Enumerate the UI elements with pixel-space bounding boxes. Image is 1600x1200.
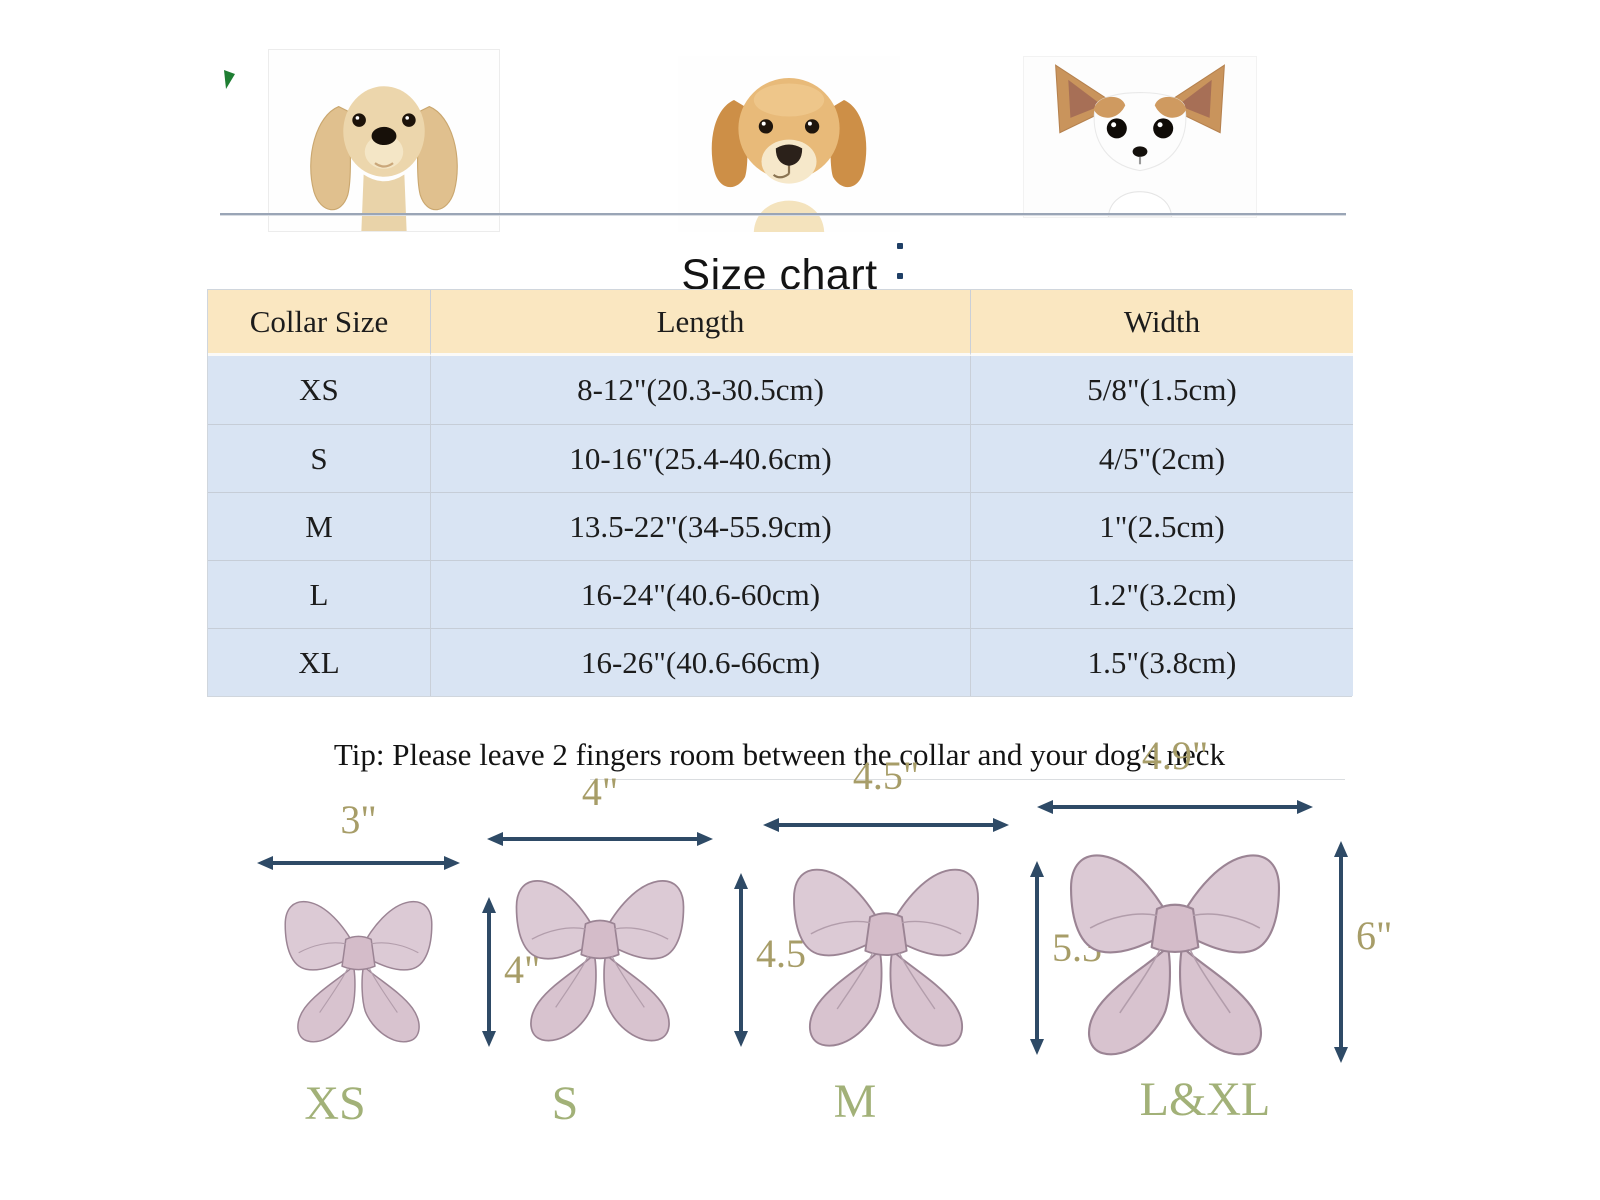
table-cell: 1"(2.5cm) xyxy=(971,492,1353,560)
faint-divider xyxy=(590,779,1345,780)
table-cell: 10-16"(25.4-40.6cm) xyxy=(431,424,971,492)
bow-size-label: M xyxy=(833,1075,877,1128)
chihuahua-icon xyxy=(1055,64,1225,217)
bow-width-label: 4" xyxy=(581,769,619,814)
tip-text: Tip: Please leave 2 fingers room between… xyxy=(333,737,1226,772)
bow-width-label: 3" xyxy=(340,797,377,842)
cell-error-marker-icon xyxy=(224,70,235,89)
bow-illustration xyxy=(1069,854,1281,1056)
table-cell: 1.5"(3.8cm) xyxy=(971,628,1353,696)
bow-figure-lxl: 4.9" 6" xyxy=(1036,736,1456,1086)
bow-illustration xyxy=(515,880,685,1042)
height-dimension-arrow xyxy=(1334,841,1348,1063)
dog-photo-chihuahua xyxy=(1023,56,1257,218)
artifact-dot xyxy=(897,243,903,249)
width-dimension-arrow xyxy=(487,832,713,846)
bow-illustration xyxy=(284,900,433,1043)
height-dimension-arrow xyxy=(482,897,496,1047)
width-dimension-arrow xyxy=(257,856,460,870)
dachshund-puppy-icon xyxy=(310,86,458,231)
dog-photo-golden-retriever xyxy=(678,56,900,232)
table-cell: 16-26"(40.6-66cm) xyxy=(431,628,971,696)
bow-width-label: 4.5" xyxy=(852,753,920,798)
table-cell: XS xyxy=(208,356,431,424)
width-dimension-arrow xyxy=(763,818,1009,832)
table-cell: M xyxy=(208,492,431,560)
col-header-width: Width xyxy=(971,290,1353,356)
table-cell: 5/8"(1.5cm) xyxy=(971,356,1353,424)
col-header-length: Length xyxy=(431,290,971,356)
height-dimension-arrow xyxy=(1030,861,1044,1055)
dog-photo-dachshund xyxy=(268,49,500,232)
table-cell: 13.5-22"(34-55.9cm) xyxy=(431,492,971,560)
table-cell: L xyxy=(208,560,431,628)
golden-retriever-puppy-icon xyxy=(711,78,867,232)
table-cell: 8-12"(20.3-30.5cm) xyxy=(431,356,971,424)
bow-height-label: 6" xyxy=(1356,913,1393,958)
bow-illustration xyxy=(793,868,979,1047)
bow-size-label: S xyxy=(551,1077,579,1130)
width-dimension-arrow xyxy=(1037,800,1313,814)
artifact-dot xyxy=(897,273,903,279)
horizontal-divider xyxy=(220,213,1346,216)
size-table: Collar Size Length Width XS 8-12"(20.3-3… xyxy=(207,289,1353,697)
table-cell: 1.2"(3.2cm) xyxy=(971,560,1353,628)
table-cell: XL xyxy=(208,628,431,696)
table-cell: S xyxy=(208,424,431,492)
bow-size-label: XS xyxy=(304,1077,366,1130)
col-header-collar-size: Collar Size xyxy=(208,290,431,356)
bow-size-label: L&XL xyxy=(1139,1073,1271,1126)
table-cell: 16-24"(40.6-60cm) xyxy=(431,560,971,628)
height-dimension-arrow xyxy=(734,873,748,1047)
bow-width-label: 4.9" xyxy=(1141,733,1209,778)
table-cell: 4/5"(2cm) xyxy=(971,424,1353,492)
